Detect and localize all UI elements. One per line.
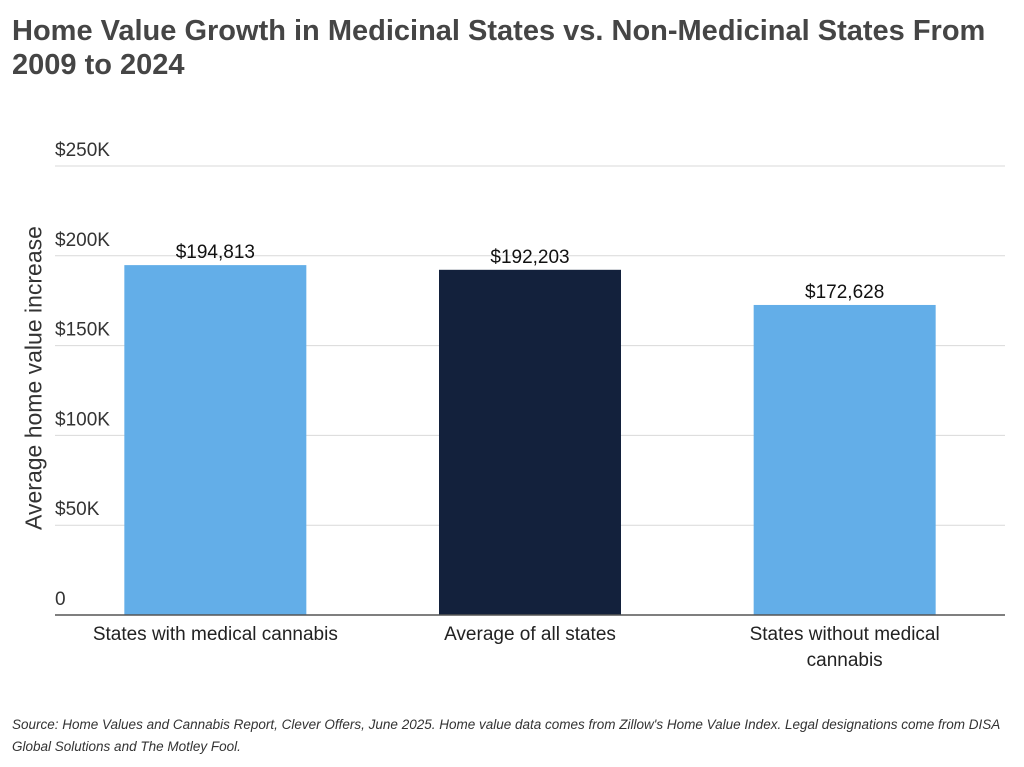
y-tick-label: 0	[55, 589, 66, 610]
y-tick-label: $150K	[55, 320, 110, 341]
source-note: Source: Home Values and Cannabis Report,…	[12, 717, 1000, 754]
x-tick-label: Average of all states	[444, 624, 616, 645]
value-label: $194,813	[176, 242, 255, 263]
value-label: $172,628	[805, 282, 884, 303]
value-label: $192,203	[490, 247, 569, 268]
x-tick-label: States without medical cannabis	[749, 624, 940, 671]
y-tick-label: $100K	[55, 409, 110, 430]
y-tick-label: $250K	[55, 140, 110, 161]
x-tick-label: States with medical cannabis	[92, 624, 338, 645]
y-tick-label: $50K	[55, 499, 100, 520]
chart-title: Home Value Growth in Medicinal States vs…	[12, 15, 986, 81]
y-tick-label: $200K	[55, 230, 110, 251]
bar	[124, 265, 307, 615]
bar	[753, 304, 936, 615]
bar	[439, 269, 621, 615]
